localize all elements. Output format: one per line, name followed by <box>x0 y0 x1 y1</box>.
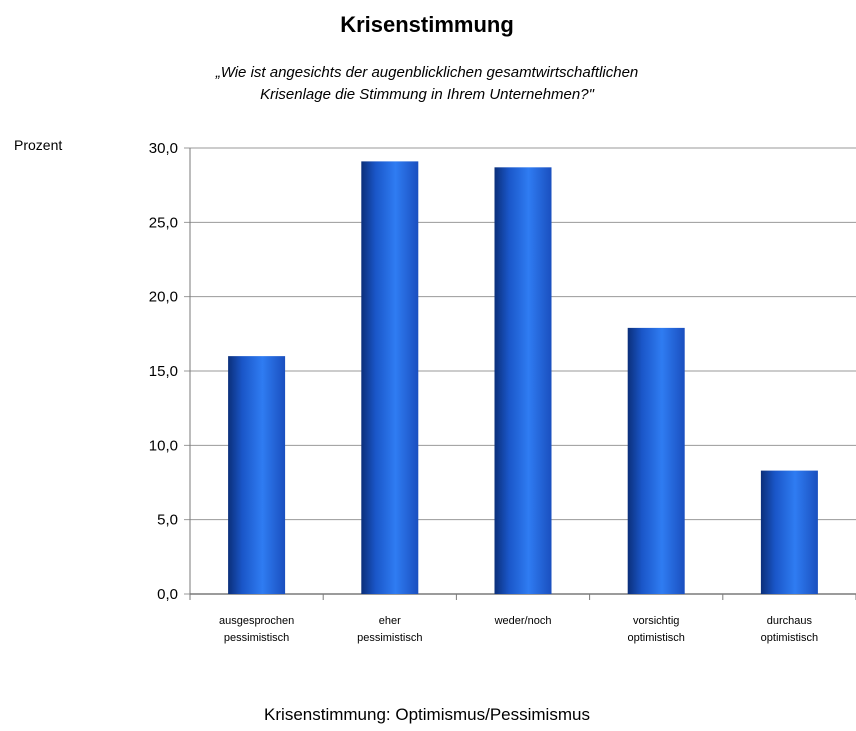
x-category-labels: ausgesprochen pessimistisch eher pessimisti… <box>219 615 818 644</box>
x-tick-label: durchaus <box>767 615 813 627</box>
bar <box>760 470 818 594</box>
x-tick-label: vorsichtig <box>633 615 679 627</box>
bar <box>228 356 286 594</box>
x-tick-label: pessimistisch <box>224 632 289 644</box>
x-axis-label: Krisenstimmung: Optimismus/Pessimismus <box>264 705 590 724</box>
chart-subtitle: „Wie ist angesichts der augenblicklichen… <box>0 62 856 106</box>
y-tick-label: 25,0 <box>149 214 178 231</box>
y-tick-label: 0,0 <box>157 586 178 603</box>
chart-title: Krisenstimmung <box>340 12 514 37</box>
bar <box>627 327 685 594</box>
x-tick-label: ausgesprochen <box>219 615 294 627</box>
bar <box>494 167 552 594</box>
bars <box>228 161 818 594</box>
subtitle-line-1: „Wie ist angesichts der augenblicklichen… <box>215 64 639 81</box>
x-tick-label: optimistisch <box>761 632 818 644</box>
bar <box>361 161 419 594</box>
y-axis-label: Prozent <box>14 137 63 153</box>
y-tick-label: 20,0 <box>149 289 178 306</box>
x-tick-label: eher <box>379 615 401 627</box>
y-tick-label: 15,0 <box>149 363 178 380</box>
y-tick-labels: 0,0 5,0 10,0 15,0 20,0 25,0 30,0 <box>149 140 178 603</box>
x-tick-label: optimistisch <box>627 632 684 644</box>
y-tick-label: 10,0 <box>149 437 178 454</box>
y-tick-label: 5,0 <box>157 512 178 529</box>
x-tick-label: weder/noch <box>494 615 552 627</box>
x-tick-label: pessimistisch <box>357 632 422 644</box>
y-tick-label: 30,0 <box>149 140 178 157</box>
subtitle-line-2: Krisenlage die Stimmung in Ihrem Unterne… <box>260 86 594 103</box>
